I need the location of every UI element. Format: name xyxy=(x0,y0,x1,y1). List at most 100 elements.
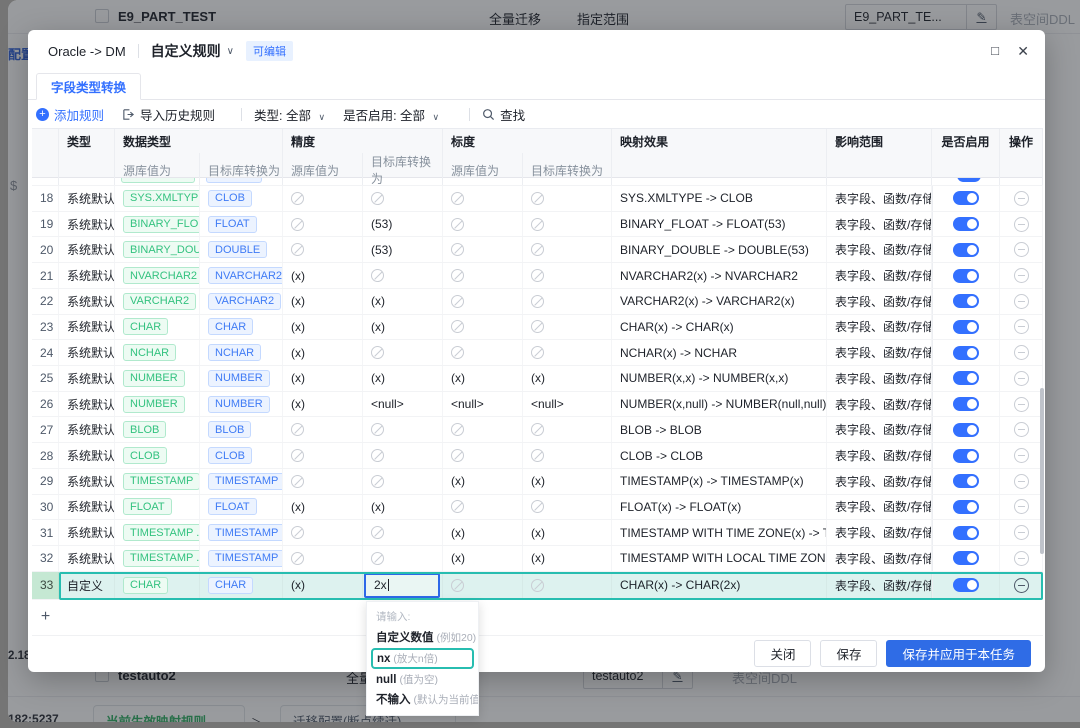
source-type-tag: FLOAT xyxy=(123,498,172,516)
enable-toggle[interactable] xyxy=(953,525,979,540)
enable-toggle[interactable] xyxy=(953,448,979,463)
row-index-cell: 25 xyxy=(32,366,59,391)
close-icon[interactable]: ✕ xyxy=(1017,43,1029,59)
remove-rule-button[interactable] xyxy=(1013,499,1029,515)
target-type-tag: NUMBER xyxy=(208,369,270,387)
remove-rule-button[interactable] xyxy=(1013,319,1029,335)
precision-target-cell: (x) xyxy=(363,288,443,314)
precision-target-cell: (x) xyxy=(363,494,443,520)
bg-active-rules-button[interactable]: 当前生效映射规则 xyxy=(93,705,245,722)
add-row[interactable]: + xyxy=(32,600,1043,636)
remove-rule-button[interactable] xyxy=(1013,268,1029,284)
enable-toggle[interactable] xyxy=(953,371,979,386)
bg-target-name-input[interactable]: E9_PART_TE... ✎ xyxy=(845,4,997,30)
target-type-cell: CHAR xyxy=(200,571,283,599)
disabled-icon xyxy=(451,578,464,592)
enabled-filter-dropdown[interactable]: 是否启用: 全部 ∨ xyxy=(343,108,440,123)
remove-rule-button[interactable] xyxy=(1013,396,1029,412)
bg-caret-icon[interactable]: ＞ xyxy=(251,714,262,722)
remove-rule-button[interactable] xyxy=(1013,242,1029,258)
save-apply-button[interactable]: 保存并应用于本任务 xyxy=(886,640,1031,667)
search-button[interactable]: 查找 xyxy=(482,105,525,124)
source-type-cell: CLOB xyxy=(115,443,200,468)
remove-rule-button[interactable] xyxy=(1013,190,1029,206)
source-type-tag: NUMBER xyxy=(123,395,185,413)
row-checkbox[interactable] xyxy=(95,9,109,23)
dropdown-option[interactable]: 自定义数值 (例如20) xyxy=(367,627,478,647)
enable-toggle[interactable] xyxy=(953,191,979,206)
maximize-button[interactable]: □ xyxy=(991,43,999,58)
remove-rule-button[interactable] xyxy=(1013,216,1029,232)
enable-toggle[interactable] xyxy=(953,499,979,514)
rule-type-cell: 自定义 xyxy=(59,571,115,599)
enabled-cell xyxy=(932,468,1000,494)
disabled-icon xyxy=(371,423,384,437)
source-type-tag: TIMESTAMP ... xyxy=(123,549,199,567)
close-button[interactable]: 关闭 xyxy=(754,640,812,667)
source-type-cell: NVARCHAR2 xyxy=(115,263,200,288)
dropdown-option[interactable]: 不输入 (默认为当前值) xyxy=(367,689,478,709)
import-history-button[interactable]: 导入历史规则 xyxy=(122,105,215,124)
enable-toggle[interactable] xyxy=(953,422,979,437)
precision-target-cell: (53) xyxy=(363,237,443,263)
target-type-cell: CHAR xyxy=(200,314,283,340)
remove-rule-button[interactable] xyxy=(1013,550,1029,566)
add-rule-button[interactable]: + 添加规则 xyxy=(36,105,104,124)
impact-scope-cell: 表字段、函数/存储过程 xyxy=(827,263,932,288)
enable-toggle[interactable] xyxy=(953,397,979,412)
disabled-icon xyxy=(371,346,384,360)
scale-target-cell xyxy=(523,237,612,263)
remove-rule-button[interactable] xyxy=(1013,525,1029,541)
table-scrollbar[interactable] xyxy=(1040,388,1044,554)
disabled-icon xyxy=(451,217,464,231)
bg-config-nav[interactable]: 配置 xyxy=(8,47,35,62)
enable-toggle[interactable] xyxy=(953,578,979,593)
save-button[interactable]: 保存 xyxy=(820,640,878,667)
enable-toggle[interactable] xyxy=(953,319,979,334)
remove-rule-button[interactable] xyxy=(1013,473,1029,489)
enable-toggle[interactable] xyxy=(953,217,979,232)
enable-toggle[interactable] xyxy=(953,345,979,360)
remove-rule-button[interactable] xyxy=(1013,422,1029,438)
impact-scope-cell: 表字段、函数/存储过程 xyxy=(827,520,932,546)
scale-source-cell: (x) xyxy=(443,468,523,494)
enable-toggle[interactable] xyxy=(953,551,979,566)
col-operation: 操作 xyxy=(1000,129,1043,153)
remove-rule-button[interactable] xyxy=(1013,448,1029,464)
enabled-cell xyxy=(932,186,1000,211)
remove-rule-button[interactable] xyxy=(1013,370,1029,386)
enable-toggle[interactable] xyxy=(953,268,979,283)
mapping-effect-cell: NVARCHAR2(x) -> NVARCHAR2 xyxy=(612,263,827,288)
enable-toggle[interactable] xyxy=(953,474,979,489)
precision-target-input[interactable]: 2x xyxy=(364,572,440,598)
edit-pencil-icon[interactable]: ✎ xyxy=(966,5,996,29)
source-type-tag: BINARY_DOU... xyxy=(123,241,199,259)
remove-rule-button[interactable] xyxy=(1013,345,1029,361)
enable-toggle[interactable] xyxy=(953,294,979,309)
enable-toggle[interactable] xyxy=(953,242,979,257)
source-type-cell: FLOAT xyxy=(115,494,200,520)
mapping-effect-cell: CLOB -> CLOB xyxy=(612,443,827,468)
impact-scope-cell: 表字段、函数/存储过程 xyxy=(827,494,932,520)
remove-rule-button[interactable] xyxy=(1013,293,1029,309)
dropdown-option[interactable]: nx (放大n倍) xyxy=(371,648,474,669)
target-type-tag: VARCHAR2 xyxy=(208,292,282,310)
enabled-cell xyxy=(932,237,1000,263)
target-type-cell: BLOB xyxy=(200,417,283,443)
tab-field-type-conversion[interactable]: 字段类型转换 xyxy=(36,73,142,100)
disabled-icon xyxy=(451,320,464,334)
option-main-label: null xyxy=(376,674,397,686)
type-filter-dropdown[interactable]: 类型: 全部 ∨ xyxy=(254,108,326,123)
remove-rule-button[interactable] xyxy=(1013,577,1029,593)
target-type-cell: CLOB xyxy=(200,443,283,468)
edit-pencil-icon[interactable]: ✎ xyxy=(662,664,692,688)
dropdown-option[interactable]: null (值为空) xyxy=(367,670,478,689)
precision-target-cell: 2x xyxy=(363,571,443,599)
col-precision: 精度 xyxy=(283,129,443,153)
row-index-cell: 21 xyxy=(32,263,59,288)
subcol-dst-value: 目标库转换为 xyxy=(363,153,443,187)
scale-source-cell xyxy=(443,263,523,288)
chevron-down-icon[interactable]: ∨ xyxy=(226,45,234,57)
disabled-icon xyxy=(291,217,304,231)
